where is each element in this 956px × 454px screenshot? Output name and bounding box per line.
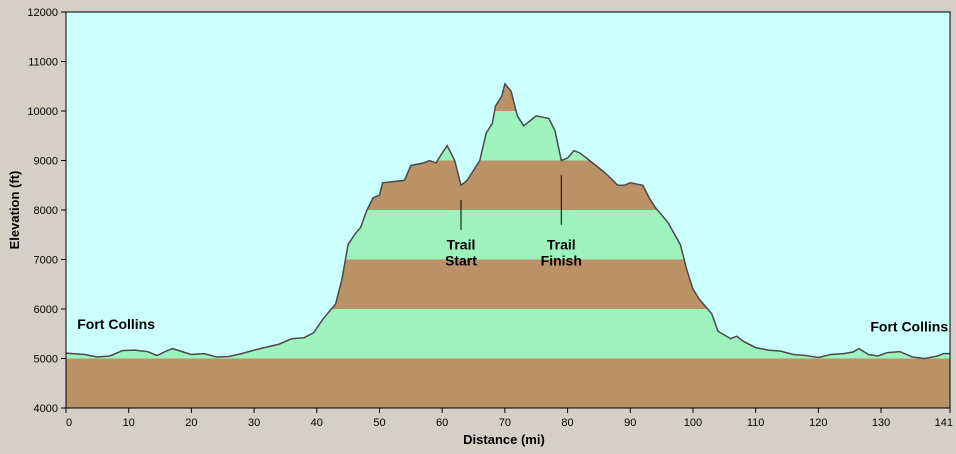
y-tick-label: 5000 xyxy=(34,354,58,366)
trail-finish-label: Finish xyxy=(541,253,582,269)
trail-start-label: Start xyxy=(445,253,477,269)
elevation-band-4000 xyxy=(66,358,950,408)
y-tick-label: 6000 xyxy=(34,304,58,316)
y-tick-label: 11000 xyxy=(28,57,58,69)
y-tick-label: 8000 xyxy=(34,205,58,217)
x-axis-title: Distance (mi) xyxy=(463,432,545,447)
x-tick-label: 120 xyxy=(809,417,827,429)
plot-area xyxy=(65,11,951,409)
y-tick-label: 12000 xyxy=(27,7,58,19)
x-tick-label: 110 xyxy=(747,417,765,429)
y-tick-label: 9000 xyxy=(34,156,58,168)
y-tick-label: 4000 xyxy=(34,403,58,415)
x-tick-label: 10 xyxy=(123,417,135,429)
x-axis: 0 10 20 30 40 50 60 70 80 90 100 110 120 130 141 xyxy=(65,408,953,429)
x-tick-label: 80 xyxy=(561,417,573,429)
trail-start-label: Trail xyxy=(447,237,476,253)
annotations: Fort Collins Fort CollinsTrailStartTrailF… xyxy=(77,175,948,334)
y-axis: 4000 5000 6000 7000 8000 9000 10000 11000 12000 xyxy=(27,7,66,415)
x-tick-label: 0 xyxy=(66,417,72,429)
x-tick-label: 90 xyxy=(624,417,636,429)
x-tick-label: 50 xyxy=(373,417,385,429)
x-tick-label: 30 xyxy=(248,417,260,429)
x-tick-label: 20 xyxy=(185,417,197,429)
y-axis-title: Elevation (ft) xyxy=(7,171,22,250)
fort-collins-right-label: Fort Collins xyxy=(870,318,948,334)
trail-finish-label: Trail xyxy=(547,237,576,253)
elevation-profile-line xyxy=(65,82,950,360)
x-tick-label: 60 xyxy=(436,417,448,429)
fort-collins-left-label: Fort Collins xyxy=(77,316,155,332)
x-tick-label: 130 xyxy=(872,417,890,429)
x-tick-label: 141 xyxy=(935,417,953,429)
y-tick-label: 7000 xyxy=(34,255,58,267)
y-tick-label: 10000 xyxy=(27,106,58,118)
x-tick-label: 70 xyxy=(499,417,511,429)
x-tick-label: 40 xyxy=(311,417,323,429)
x-tick-label: 100 xyxy=(684,417,702,429)
